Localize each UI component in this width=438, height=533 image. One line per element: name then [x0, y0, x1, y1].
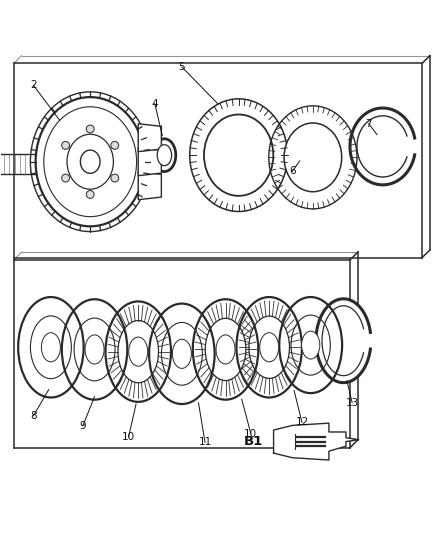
Ellipse shape [237, 297, 302, 398]
Ellipse shape [111, 174, 119, 182]
Ellipse shape [316, 299, 371, 383]
Ellipse shape [129, 337, 148, 366]
Ellipse shape [86, 125, 94, 133]
Polygon shape [138, 172, 161, 200]
Text: 7: 7 [365, 119, 372, 129]
Ellipse shape [204, 115, 273, 196]
Ellipse shape [279, 297, 342, 393]
Ellipse shape [284, 123, 342, 192]
Text: 9: 9 [79, 421, 86, 431]
Ellipse shape [62, 299, 127, 400]
Ellipse shape [85, 335, 104, 364]
Text: 10: 10 [244, 429, 258, 439]
Ellipse shape [193, 299, 258, 400]
Text: 6: 6 [289, 166, 296, 176]
Ellipse shape [350, 108, 416, 185]
Polygon shape [138, 148, 161, 176]
Ellipse shape [268, 106, 357, 209]
Ellipse shape [157, 144, 172, 166]
Text: 5: 5 [179, 62, 185, 72]
Text: 13: 13 [346, 398, 359, 408]
Ellipse shape [62, 174, 70, 182]
Ellipse shape [111, 141, 119, 149]
Ellipse shape [153, 139, 176, 172]
Ellipse shape [86, 190, 94, 198]
Ellipse shape [35, 97, 145, 227]
Text: 11: 11 [198, 438, 212, 448]
Ellipse shape [189, 99, 288, 212]
Ellipse shape [42, 333, 60, 362]
Text: B1: B1 [244, 435, 263, 448]
Ellipse shape [260, 333, 279, 362]
Polygon shape [274, 423, 359, 460]
Text: 10: 10 [122, 432, 135, 442]
Ellipse shape [173, 340, 191, 368]
Text: 2: 2 [30, 80, 37, 90]
Text: 12: 12 [295, 417, 309, 427]
Ellipse shape [62, 141, 70, 149]
Ellipse shape [302, 331, 320, 359]
Ellipse shape [216, 335, 235, 364]
Ellipse shape [18, 297, 84, 398]
Polygon shape [138, 124, 161, 152]
Ellipse shape [81, 150, 100, 173]
Text: 4: 4 [152, 99, 158, 109]
Ellipse shape [149, 304, 215, 404]
Text: 8: 8 [30, 411, 37, 421]
Ellipse shape [106, 302, 171, 402]
